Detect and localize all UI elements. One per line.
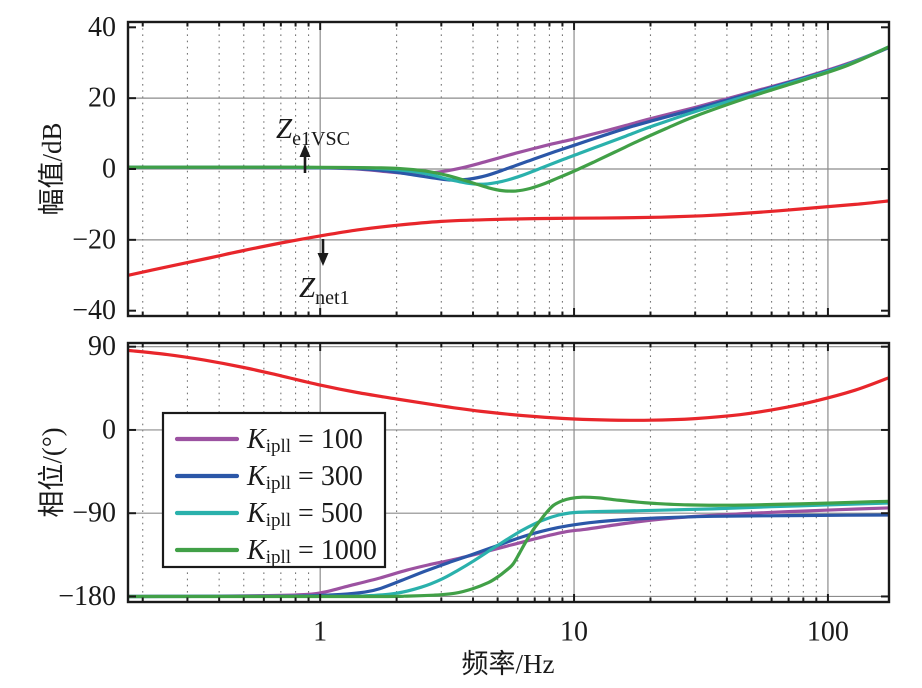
legend-label-subscript: ipll (266, 547, 291, 568)
annotation-ze1vsc-label: Ze1VSC (276, 113, 350, 150)
legend-label-subscript: ipll (266, 473, 291, 494)
annotation-ze1vsc-subscript: e1VSC (292, 128, 350, 150)
curve-znet1-magnitude (129, 199, 888, 277)
legend-label: Kipll = 500 (246, 498, 363, 531)
phase-ytick-label: 0 (102, 414, 116, 445)
up-arrow-head-icon (299, 144, 311, 157)
legend-item-0: Kipll = 100 (174, 424, 363, 457)
phase-ytick-label: −180 (58, 581, 116, 612)
x-tick-label: 10 (560, 617, 588, 648)
magnitude-ytick-label: 0 (102, 154, 116, 185)
magnitude-subplot: 40 20 0 −20 −40 幅值/dB (37, 12, 891, 326)
legend-label-value: = 1000 (291, 535, 377, 566)
curve-kipll-300-magnitude (129, 46, 888, 182)
legend-label: Kipll = 300 (246, 461, 363, 494)
curve-znet1-phase (129, 348, 888, 422)
curve-kipll-500-phase (129, 501, 888, 599)
curve-kipll-100-magnitude (129, 46, 888, 176)
legend-label-symbol: K (246, 461, 267, 492)
phase-ytick-label: −90 (72, 498, 116, 529)
magnitude-ytick-label: 40 (88, 12, 116, 43)
down-arrow-head-icon (317, 253, 329, 266)
phase-ytick-label: 90 (88, 331, 116, 362)
legend-label-symbol: K (246, 535, 267, 566)
legend-item-2: Kipll = 500 (174, 498, 363, 531)
magnitude-ytick-label: 20 (88, 83, 116, 114)
legend-label-symbol: K (246, 498, 267, 529)
phase-ticks (128, 343, 889, 602)
legend-label: Kipll = 1000 (246, 535, 377, 568)
phase-y-axis-label: 相位/(°) (37, 427, 67, 517)
annotation-znet1-label: Znet1 (299, 272, 350, 309)
phase-curves (129, 348, 888, 599)
annotation-ze1vsc-symbol: Z (276, 113, 293, 145)
phase-subplot: 90 0 −90 −180 1 10 100 相位/(°) (37, 331, 891, 648)
magnitude-y-axis-label: 幅值/dB (37, 122, 67, 215)
legend-item-3: Kipll = 1000 (174, 535, 377, 568)
annotation-znet1-subscript: net1 (315, 287, 349, 309)
legend-label-value: = 500 (291, 498, 363, 529)
annotation-ze1vsc: Ze1VSC (276, 113, 350, 173)
annotation-znet1-symbol: Z (299, 272, 316, 304)
magnitude-curves (129, 45, 888, 277)
magnitude-ytick-label: −20 (72, 224, 116, 255)
x-tick-label: 1 (313, 617, 327, 648)
legend-label: Kipll = 100 (246, 424, 363, 457)
annotation-znet1: Znet1 (299, 239, 350, 309)
phase-axis-border (126, 341, 891, 604)
legend-label-value: = 100 (291, 424, 363, 455)
curve-kipll-300-phase (129, 513, 888, 599)
x-tick-label: 100 (807, 617, 849, 648)
curve-kipll-500-magnitude (129, 45, 888, 186)
curve-kipll-1000-phase (129, 495, 888, 599)
magnitude-ytick-label: −40 (72, 295, 116, 326)
legend-label-subscript: ipll (266, 510, 291, 531)
curve-kipll-1000-magnitude (129, 45, 888, 193)
legend-item-1: Kipll = 300 (174, 461, 363, 494)
legend-label-value: = 300 (291, 461, 363, 492)
legend-label-symbol: K (246, 424, 267, 455)
magnitude-ticks (128, 22, 889, 316)
legend-label-subscript: ipll (266, 436, 291, 457)
x-axis-label: 频率/Hz (462, 649, 555, 679)
